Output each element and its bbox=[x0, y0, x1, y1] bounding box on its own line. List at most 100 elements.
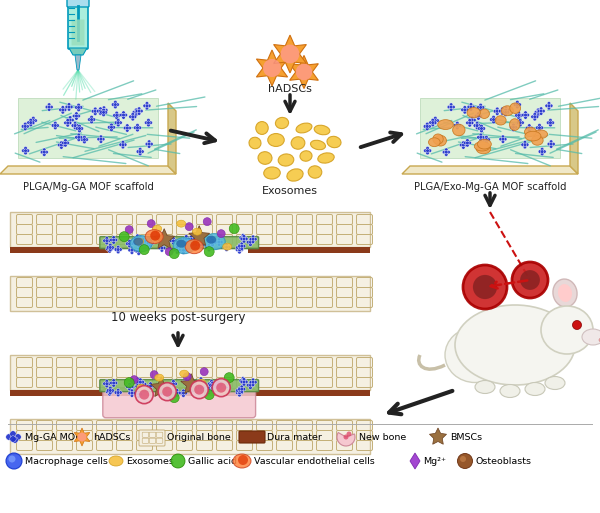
Circle shape bbox=[130, 251, 134, 254]
Circle shape bbox=[109, 243, 112, 247]
Circle shape bbox=[108, 249, 112, 253]
Circle shape bbox=[116, 248, 120, 251]
Circle shape bbox=[137, 392, 140, 396]
Circle shape bbox=[79, 106, 83, 109]
Circle shape bbox=[518, 103, 521, 106]
Circle shape bbox=[199, 377, 203, 381]
Circle shape bbox=[131, 385, 135, 389]
Circle shape bbox=[147, 121, 150, 125]
Text: PLGA/Mg-GA MOF scaffold: PLGA/Mg-GA MOF scaffold bbox=[23, 182, 154, 192]
Circle shape bbox=[130, 391, 134, 395]
Circle shape bbox=[523, 143, 527, 146]
Circle shape bbox=[140, 150, 144, 153]
Circle shape bbox=[158, 246, 161, 250]
Circle shape bbox=[542, 150, 546, 153]
Circle shape bbox=[492, 120, 496, 124]
Circle shape bbox=[68, 116, 72, 120]
Circle shape bbox=[29, 121, 32, 124]
Text: Macrophage cells: Macrophage cells bbox=[25, 457, 108, 465]
Circle shape bbox=[541, 152, 544, 156]
Ellipse shape bbox=[478, 140, 491, 149]
Circle shape bbox=[145, 104, 149, 108]
Circle shape bbox=[105, 236, 109, 240]
Circle shape bbox=[43, 153, 46, 156]
Circle shape bbox=[23, 122, 27, 126]
Circle shape bbox=[122, 113, 125, 117]
Circle shape bbox=[119, 143, 122, 146]
Circle shape bbox=[105, 380, 109, 383]
Circle shape bbox=[203, 218, 211, 226]
Circle shape bbox=[530, 126, 533, 130]
Circle shape bbox=[524, 113, 527, 117]
Circle shape bbox=[129, 242, 133, 246]
Circle shape bbox=[178, 248, 181, 252]
Polygon shape bbox=[189, 226, 209, 246]
Circle shape bbox=[141, 238, 145, 241]
Circle shape bbox=[191, 389, 195, 392]
Circle shape bbox=[182, 389, 185, 392]
Polygon shape bbox=[0, 166, 176, 174]
Circle shape bbox=[502, 111, 505, 114]
Circle shape bbox=[105, 382, 109, 385]
Circle shape bbox=[485, 140, 488, 144]
Circle shape bbox=[139, 383, 142, 386]
Circle shape bbox=[148, 142, 151, 146]
Circle shape bbox=[68, 119, 72, 122]
Circle shape bbox=[10, 431, 16, 437]
Circle shape bbox=[238, 386, 241, 390]
Circle shape bbox=[213, 381, 221, 389]
Circle shape bbox=[94, 110, 97, 113]
Circle shape bbox=[116, 245, 120, 249]
Circle shape bbox=[97, 137, 100, 141]
Ellipse shape bbox=[291, 137, 305, 149]
Circle shape bbox=[32, 119, 35, 122]
Circle shape bbox=[458, 453, 473, 468]
Circle shape bbox=[101, 109, 104, 113]
Circle shape bbox=[475, 122, 479, 125]
Circle shape bbox=[187, 238, 191, 241]
Circle shape bbox=[104, 108, 108, 112]
Circle shape bbox=[240, 385, 244, 388]
Circle shape bbox=[175, 248, 179, 252]
Circle shape bbox=[128, 387, 131, 391]
Circle shape bbox=[248, 384, 252, 387]
Circle shape bbox=[538, 128, 541, 132]
Polygon shape bbox=[168, 103, 176, 174]
Circle shape bbox=[116, 119, 120, 122]
Circle shape bbox=[137, 239, 141, 243]
Circle shape bbox=[458, 124, 461, 127]
Circle shape bbox=[139, 390, 149, 400]
Ellipse shape bbox=[582, 329, 600, 345]
Circle shape bbox=[479, 133, 482, 136]
Circle shape bbox=[129, 240, 133, 243]
Circle shape bbox=[210, 380, 213, 383]
Circle shape bbox=[244, 379, 247, 383]
Circle shape bbox=[110, 126, 113, 129]
Circle shape bbox=[496, 107, 499, 111]
Circle shape bbox=[172, 242, 175, 245]
Circle shape bbox=[136, 377, 139, 381]
Circle shape bbox=[136, 124, 139, 127]
Circle shape bbox=[145, 121, 148, 125]
Circle shape bbox=[56, 124, 59, 127]
Circle shape bbox=[248, 243, 252, 246]
Circle shape bbox=[101, 137, 105, 141]
Circle shape bbox=[445, 148, 448, 151]
Circle shape bbox=[242, 237, 246, 241]
Circle shape bbox=[428, 149, 431, 152]
Circle shape bbox=[147, 220, 155, 228]
Circle shape bbox=[97, 109, 100, 113]
Ellipse shape bbox=[479, 109, 490, 119]
Circle shape bbox=[480, 124, 483, 128]
Circle shape bbox=[77, 432, 86, 442]
Circle shape bbox=[461, 143, 465, 147]
Circle shape bbox=[485, 138, 488, 141]
Circle shape bbox=[504, 113, 508, 116]
Circle shape bbox=[160, 387, 164, 390]
Circle shape bbox=[215, 383, 218, 387]
Circle shape bbox=[424, 149, 427, 152]
Circle shape bbox=[85, 138, 88, 141]
Circle shape bbox=[121, 143, 125, 146]
Circle shape bbox=[130, 248, 134, 252]
Circle shape bbox=[549, 123, 552, 127]
